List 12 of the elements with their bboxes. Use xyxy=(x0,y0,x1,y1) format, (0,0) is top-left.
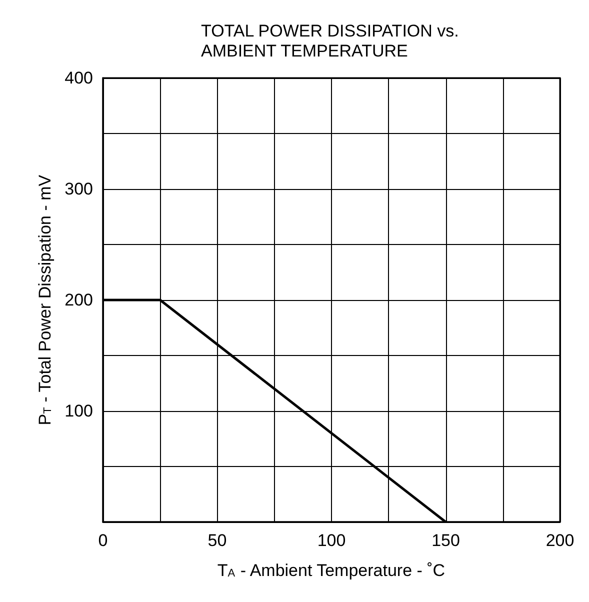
y-tick-label: 300 xyxy=(64,180,93,198)
chart-title: TOTAL POWER DISSIPATION vs. AMBIENT TEMPERATURE xyxy=(201,22,459,60)
y-axis-title: PT - Total Power Dissipation - mV xyxy=(36,174,55,426)
x-tick-label: 100 xyxy=(317,531,346,550)
x-tick-label: 0 xyxy=(98,531,108,550)
y-tick-label: 200 xyxy=(64,290,93,310)
y-tick-label: 100 xyxy=(64,402,93,420)
x-tick-label: 200 xyxy=(546,531,574,550)
y-tick-label: 400 xyxy=(64,68,93,88)
x-tick-label: 150 xyxy=(432,531,460,550)
x-axis-title: TA - Ambient Temperature - ˚C xyxy=(217,561,446,580)
x-tick-label: 50 xyxy=(208,531,227,550)
